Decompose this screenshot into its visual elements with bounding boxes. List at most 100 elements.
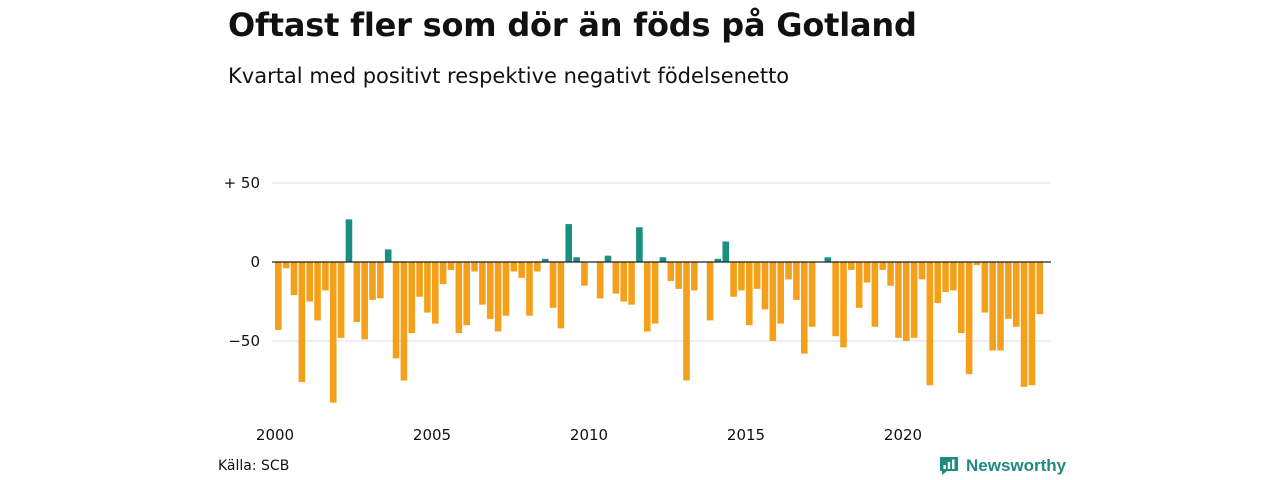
bar-2009-Q1 [557,262,565,329]
bar-2005-Q3 [447,262,455,270]
bar-2015-Q1 [746,262,753,326]
bar-2006-Q2 [471,262,478,272]
bar-2012-Q2 [659,257,667,262]
newsworthy-logo-icon [940,457,958,475]
bar-2013-Q2 [691,262,698,291]
x-tick-label: 2000 [256,426,294,444]
bar-2009-Q4 [581,262,588,286]
bar-2008-Q3 [541,258,549,262]
y-tick-label: + 50 [224,174,260,192]
x-tick-label: 2005 [413,426,451,444]
bar-2021-Q4 [957,262,965,334]
bar-2020-Q1 [903,262,910,341]
bar-2015-Q3 [761,262,769,310]
bar-2024-Q1 [1028,262,1036,386]
bar-2009-Q2 [565,224,573,262]
bar-2019-Q2 [879,262,887,270]
bar-2023-Q4 [1020,262,1028,387]
x-tick-label: 2015 [727,426,765,444]
source-note: Källa: SCB [218,458,290,474]
bar-2008-Q2 [534,262,541,272]
bar-2004-Q2 [408,262,416,334]
y-tick-label: −50 [228,332,260,350]
bar-2000-Q1 [275,262,282,330]
bar-2012-Q1 [651,262,659,324]
bar-2000-Q3 [290,262,298,296]
bar-2022-Q3 [981,262,989,313]
bar-2018-Q2 [848,262,855,270]
bar-2014-Q4 [738,262,745,291]
bar-2011-Q4 [643,262,651,332]
bar-2008-Q4 [549,262,557,308]
brand-logo[interactable]: Newsworthy [938,455,1066,477]
bar-2001-Q2 [314,262,321,321]
bar-2023-Q3 [1012,262,1020,327]
bar-2003-Q1 [369,262,376,300]
bar-2014-Q2 [722,241,730,262]
bar-2020-Q4 [926,262,934,386]
bar-2024-Q2 [1036,262,1044,315]
bar-2017-Q4 [832,262,839,337]
bar-2018-Q4 [863,262,871,283]
bar-2001-Q4 [329,262,337,403]
bar-2013-Q4 [706,262,714,321]
y-axis-ticks: + 50 0 −50 [224,174,260,350]
bar-2011-Q3 [636,227,643,262]
bar-2007-Q1 [494,262,502,332]
bar-2014-Q1 [714,258,722,262]
bar-2009-Q3 [573,257,580,262]
bar-2021-Q1 [934,262,941,304]
bar-2018-Q3 [855,262,863,308]
x-tick-label: 2020 [884,426,922,444]
x-tick-label: 2010 [570,426,608,444]
bar-2020-Q2 [910,262,918,338]
bars [275,219,1044,403]
bar-2005-Q2 [439,262,447,285]
bar-2018-Q1 [840,262,847,348]
bar-2017-Q3 [824,257,832,262]
bar-2010-Q3 [604,255,612,262]
chart-subtitle: Kvartal med positivt respektive negativt… [228,64,790,88]
bar-2011-Q2 [628,262,635,305]
bar-2000-Q4 [298,262,306,383]
bar-2002-Q3 [353,262,361,323]
bar-2013-Q1 [683,262,690,381]
bar-2002-Q1 [337,262,345,338]
bar-2003-Q3 [384,249,392,262]
bar-2016-Q4 [800,262,808,354]
bar-2011-Q1 [620,262,627,302]
bar-2010-Q4 [612,262,620,294]
bar-2004-Q1 [400,262,408,381]
bar-2007-Q4 [518,262,525,278]
bar-2006-Q1 [463,262,470,326]
bar-2003-Q4 [392,262,400,359]
bar-2017-Q1 [808,262,816,327]
bar-2019-Q3 [887,262,894,286]
bar-2022-Q2 [973,262,981,266]
bar-2016-Q1 [777,262,784,324]
bar-2005-Q4 [455,262,463,334]
bar-2008-Q1 [526,262,533,316]
bar-2014-Q3 [730,262,737,297]
bar-2019-Q4 [895,262,902,338]
bar-2022-Q1 [965,262,973,375]
bar-2016-Q3 [793,262,800,300]
y-tick-label: 0 [250,253,260,271]
bar-2012-Q4 [675,262,682,289]
bar-2001-Q1 [306,262,313,302]
chart-title: Oftast fler som dör än föds på Gotland [228,6,917,44]
bar-2000-Q2 [282,262,290,269]
bar-2002-Q2 [345,219,353,262]
bar-2010-Q2 [596,262,604,299]
bar-2007-Q3 [510,262,518,272]
bar-2022-Q4 [989,262,996,351]
bar-2020-Q3 [918,262,926,280]
bar-2004-Q3 [416,262,423,297]
bar-2004-Q4 [424,262,431,313]
bar-2015-Q4 [769,262,777,341]
bar-2021-Q3 [950,262,957,291]
bar-2003-Q2 [377,262,384,299]
bar-2023-Q2 [1005,262,1012,319]
bar-2015-Q2 [753,262,761,289]
